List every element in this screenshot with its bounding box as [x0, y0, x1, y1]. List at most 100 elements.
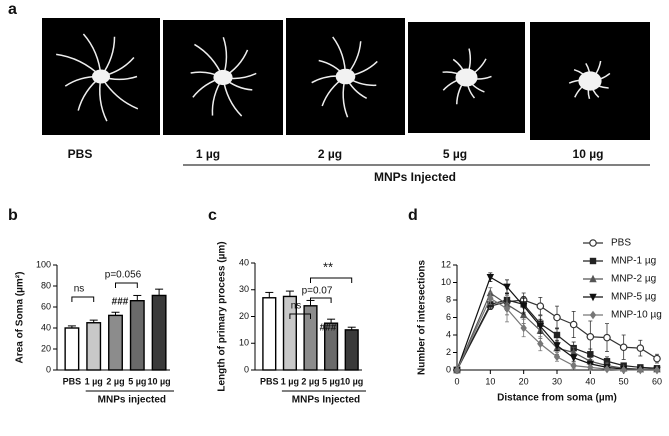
bar	[129, 300, 145, 371]
x-tick-label: 0	[454, 376, 459, 386]
marker	[569, 320, 578, 329]
group-label: MNPs Injected	[374, 170, 456, 184]
panel-label: d	[408, 207, 418, 224]
x-tick-label: 10	[485, 376, 495, 386]
cell-soma	[455, 68, 478, 87]
y-tick-label: 40	[41, 322, 51, 332]
marker	[503, 283, 511, 292]
y-axis-label: Area of Soma (µm²)	[15, 272, 26, 364]
legend-label: PBS	[611, 238, 631, 249]
annotation: ###	[320, 323, 337, 334]
marker	[520, 323, 527, 333]
y-tick-label: 12	[441, 259, 451, 269]
x-tick-label: 2 µg	[301, 376, 319, 386]
bracket	[71, 296, 95, 302]
x-axis-label: MNPs injected	[98, 395, 166, 406]
legend-marker	[589, 239, 597, 247]
marker	[653, 354, 661, 363]
legend-label: MNP-5 µg	[611, 292, 656, 303]
image-label: PBS	[68, 147, 93, 161]
annotation: ns	[74, 284, 85, 295]
bar	[303, 305, 318, 371]
legend-label: MNP-10 µg	[611, 310, 662, 321]
marker	[587, 351, 594, 358]
x-tick-label: 60	[652, 376, 662, 386]
marker	[553, 313, 561, 322]
x-tick-label: 30	[552, 376, 562, 386]
y-tick-label: 20	[41, 343, 51, 353]
panel-label: c	[208, 207, 217, 224]
marker	[553, 352, 561, 362]
y-tick-label: 80	[41, 280, 51, 290]
cell-soma	[92, 69, 110, 84]
marker	[536, 323, 545, 331]
marker	[603, 364, 611, 374]
bracket	[289, 313, 311, 319]
marker	[587, 363, 594, 372]
y-tick-label: 6	[446, 312, 451, 322]
bar	[86, 322, 102, 371]
y-tick-label: 100	[36, 259, 51, 269]
annotation: p=0.056	[105, 270, 142, 281]
marker	[537, 339, 544, 348]
legend-label: MNP-2 µg	[611, 274, 656, 285]
marker	[487, 294, 494, 303]
bar	[344, 329, 359, 371]
annotation: **	[323, 259, 333, 274]
annotation: ###	[112, 297, 129, 308]
image-label: 10 µg	[573, 147, 604, 161]
y-axis-label: Number of intersections	[417, 260, 428, 375]
x-tick-label: 5 µg	[128, 376, 146, 386]
annotation: p=0.07	[302, 286, 333, 297]
x-tick-label: 10 µg	[340, 376, 363, 386]
bracket	[115, 282, 138, 288]
marker	[553, 342, 561, 350]
y-axis-label: Length of primary process (µm)	[217, 241, 228, 391]
cell-soma	[335, 68, 356, 85]
y-tick-label: 0	[46, 364, 51, 374]
y-tick-label: 30	[239, 284, 249, 294]
y-tick-label: 10	[239, 338, 249, 348]
marker	[636, 344, 645, 352]
x-tick-label: 10 µg	[147, 376, 170, 386]
x-tick-label: 40	[585, 376, 595, 386]
marker	[570, 361, 577, 370]
marker	[536, 302, 545, 310]
cell-soma	[213, 69, 233, 86]
marker	[603, 358, 611, 365]
marker	[519, 302, 528, 311]
x-tick-label: 50	[619, 376, 629, 386]
y-tick-label: 8	[446, 294, 451, 304]
marker	[637, 365, 644, 375]
y-tick-label: 0	[244, 364, 249, 374]
x-axis-label: Distance from soma (µm)	[497, 393, 617, 404]
marker	[453, 365, 461, 375]
legend-marker	[589, 293, 597, 302]
marker	[503, 304, 511, 313]
y-tick-label: 0	[446, 364, 451, 374]
legend-marker	[589, 274, 597, 283]
cell-soma	[578, 71, 602, 91]
y-tick-label: 40	[239, 257, 249, 267]
x-tick-label: 1 µg	[281, 376, 299, 386]
legend-label: MNP-1 µg	[611, 256, 656, 267]
x-tick-label: PBS	[260, 376, 279, 386]
bracket	[310, 277, 353, 283]
y-tick-label: 2	[446, 347, 451, 357]
y-tick-label: 4	[446, 329, 451, 339]
x-axis-label: MNPs Injected	[292, 395, 360, 406]
x-tick-label: 5 µg	[322, 376, 340, 386]
bar	[282, 295, 297, 371]
bracket	[310, 297, 332, 303]
y-tick-label: 10	[441, 277, 451, 287]
marker	[486, 274, 495, 282]
x-tick-label: 2 µg	[106, 376, 124, 386]
y-tick-label: 60	[41, 301, 51, 311]
marker	[553, 331, 561, 339]
legend-marker	[589, 257, 597, 265]
x-tick-label: PBS	[63, 376, 82, 386]
marker	[619, 343, 628, 352]
marker	[620, 365, 627, 375]
x-tick-label: 20	[519, 376, 529, 386]
